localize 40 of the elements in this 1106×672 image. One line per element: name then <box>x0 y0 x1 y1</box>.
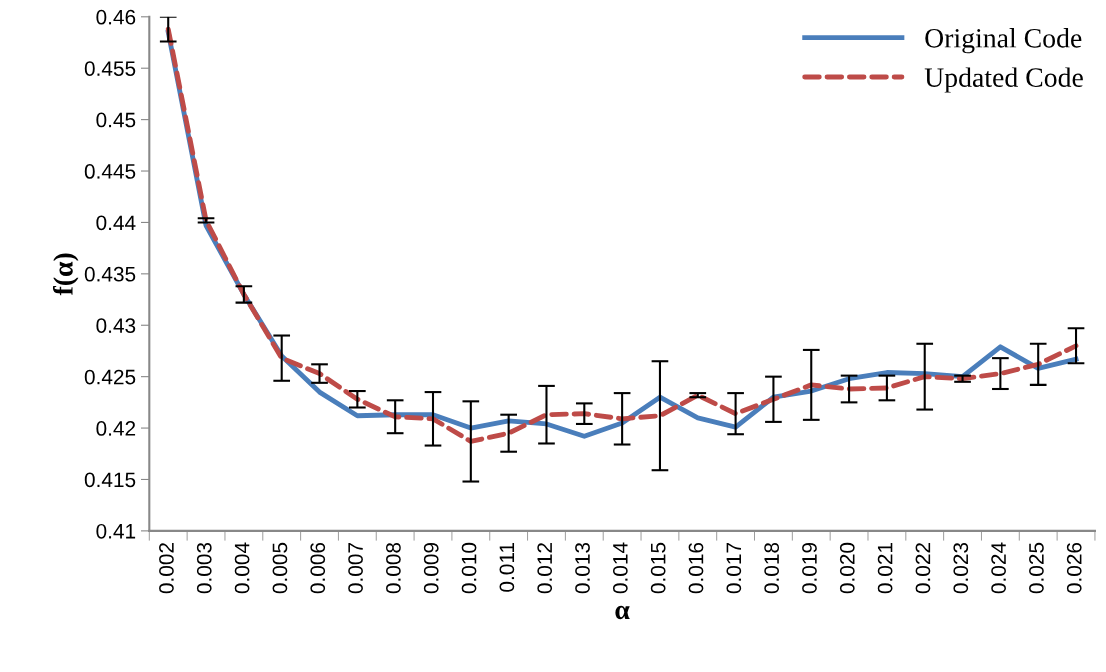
x-tick-label: 0.005 <box>272 542 288 594</box>
x-tick-label: 0.006 <box>310 542 326 594</box>
y-tick-label: 0.44 <box>96 215 136 231</box>
y-tick-label: 0.435 <box>84 266 136 282</box>
x-tick-label: 0.026 <box>1066 542 1082 594</box>
y-tick-label: 0.42 <box>96 421 136 436</box>
x-tick-label: 0.017 <box>726 543 742 594</box>
y-tick-label: 0.415 <box>84 472 136 488</box>
x-tick-label: 0.004 <box>234 542 250 594</box>
x-tick-label: 0.018 <box>764 542 780 594</box>
y-tick-label: 0.445 <box>84 164 136 179</box>
y-tick-label: 0.41 <box>96 523 136 539</box>
y-axis-title: f(α) <box>52 253 79 296</box>
y-tick-label: 0.43 <box>96 318 136 333</box>
y-tick-label: 0.455 <box>84 61 136 76</box>
x-tick-label: 0.007 <box>348 543 363 594</box>
y-tick-label: 0.46 <box>96 9 136 25</box>
x-tick-label: 0.010 <box>461 542 477 594</box>
x-tick-label: 0.022 <box>915 543 931 594</box>
x-tick-label: 0.015 <box>650 542 666 594</box>
y-tick-label: 0.45 <box>96 112 136 128</box>
x-tick-label: 0.013 <box>575 542 590 594</box>
x-tick-label: 0.024 <box>991 542 1006 594</box>
x-tick-label: 0.008 <box>386 542 401 594</box>
x-tick-label: 0.020 <box>839 542 855 594</box>
x-tick-label: 0.025 <box>1029 542 1044 594</box>
x-tick-label: 0.012 <box>537 543 553 594</box>
legend-label: Original Code <box>925 28 1082 54</box>
x-tick-label: 0.011 <box>499 543 515 592</box>
y-tick-label: 0.425 <box>84 369 136 385</box>
x-tick-label: 0.023 <box>953 542 969 594</box>
x-tick-label: 0.019 <box>802 542 817 594</box>
x-tick-label: 0.021 <box>877 543 893 594</box>
x-tick-label: 0.016 <box>688 542 704 594</box>
x-tick-label: 0.014 <box>612 542 628 594</box>
legend-label: Updated Code <box>924 67 1083 93</box>
x-axis-title: α <box>615 605 630 620</box>
x-tick-label: 0.003 <box>196 542 212 594</box>
x-tick-label: 0.009 <box>423 542 439 594</box>
x-tick-label: 0.002 <box>159 543 174 594</box>
